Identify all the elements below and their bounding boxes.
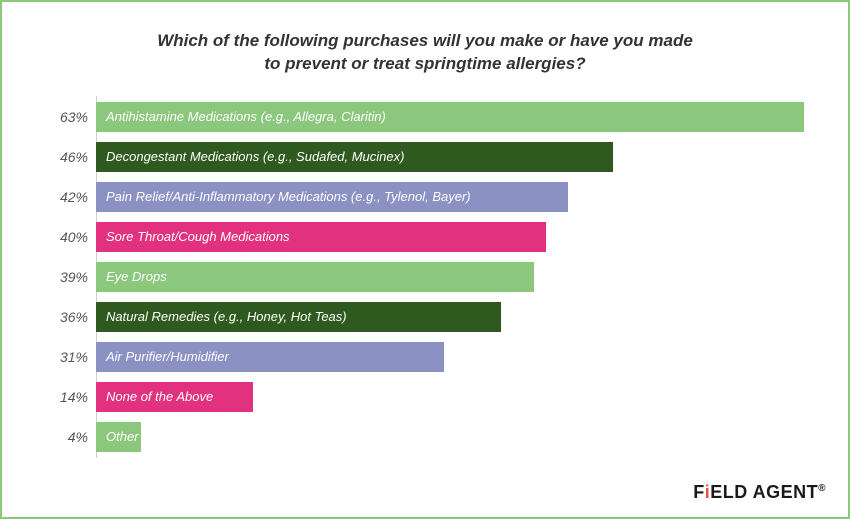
bar: Decongestant Medications (e.g., Sudafed,… [96, 142, 613, 172]
logo-text-pre: F [693, 482, 705, 502]
bar-percent-label: 39% [36, 269, 88, 285]
bar-percent-label: 40% [36, 229, 88, 245]
bar-track: Air Purifier/Humidifier [96, 342, 804, 372]
bar-row: 31%Air Purifier/Humidifier [96, 342, 804, 372]
bar-percent-label: 46% [36, 149, 88, 165]
bar-percent-label: 31% [36, 349, 88, 365]
bar-row: 36%Natural Remedies (e.g., Honey, Hot Te… [96, 302, 804, 332]
bar-label: Eye Drops [106, 269, 167, 284]
bar-label: None of the Above [106, 389, 213, 404]
bar-percent-label: 42% [36, 189, 88, 205]
bar: Air Purifier/Humidifier [96, 342, 444, 372]
bar-track: Natural Remedies (e.g., Honey, Hot Teas) [96, 302, 804, 332]
bar: Pain Relief/Anti-Inflammatory Medication… [96, 182, 568, 212]
bar-label: Pain Relief/Anti-Inflammatory Medication… [106, 189, 471, 204]
title-line-1: Which of the following purchases will yo… [157, 31, 693, 50]
bar-row: 40%Sore Throat/Cough Medications [96, 222, 804, 252]
bar-label: Antihistamine Medications (e.g., Allegra… [106, 109, 386, 124]
bar-row: 39%Eye Drops [96, 262, 804, 292]
bar-label: Natural Remedies (e.g., Honey, Hot Teas) [106, 309, 347, 324]
bar-track: Other [96, 422, 804, 452]
bar-percent-label: 36% [36, 309, 88, 325]
chart-frame: Which of the following purchases will yo… [0, 0, 850, 519]
field-agent-logo: FiELD AGENT® [693, 482, 826, 503]
bar-row: 42%Pain Relief/Anti-Inflammatory Medicat… [96, 182, 804, 212]
bar-track: Eye Drops [96, 262, 804, 292]
logo-text-post: ELD AGENT [710, 482, 818, 502]
chart-title: Which of the following purchases will yo… [36, 30, 814, 76]
bar-row: 46%Decongestant Medications (e.g., Sudaf… [96, 142, 804, 172]
bar: Other [96, 422, 141, 452]
bar-track: Antihistamine Medications (e.g., Allegra… [96, 102, 804, 132]
bar: Sore Throat/Cough Medications [96, 222, 546, 252]
bar-track: Pain Relief/Anti-Inflammatory Medication… [96, 182, 804, 212]
bar: Antihistamine Medications (e.g., Allegra… [96, 102, 804, 132]
bar-percent-label: 14% [36, 389, 88, 405]
title-line-2: to prevent or treat springtime allergies… [264, 54, 585, 73]
bar-track: Sore Throat/Cough Medications [96, 222, 804, 252]
bar-percent-label: 63% [36, 109, 88, 125]
bar: None of the Above [96, 382, 253, 412]
bar-label: Decongestant Medications (e.g., Sudafed,… [106, 149, 404, 164]
bar-row: 4%Other [96, 422, 804, 452]
bar-label: Air Purifier/Humidifier [106, 349, 229, 364]
bar: Eye Drops [96, 262, 534, 292]
bar-row: 63%Antihistamine Medications (e.g., Alle… [96, 102, 804, 132]
bar-track: None of the Above [96, 382, 804, 412]
bar-label: Sore Throat/Cough Medications [106, 229, 290, 244]
bar-label: Other [106, 429, 139, 444]
logo-registered: ® [818, 483, 826, 494]
bar-chart: 63% Antihistamine Medications (e.g., Alle… [36, 102, 814, 452]
bar: Natural Remedies (e.g., Honey, Hot Teas) [96, 302, 501, 332]
bar-row: 14%None of the Above [96, 382, 804, 412]
bar-track: Decongestant Medications (e.g., Sudafed,… [96, 142, 804, 172]
bar-percent-label: 4% [36, 429, 88, 445]
